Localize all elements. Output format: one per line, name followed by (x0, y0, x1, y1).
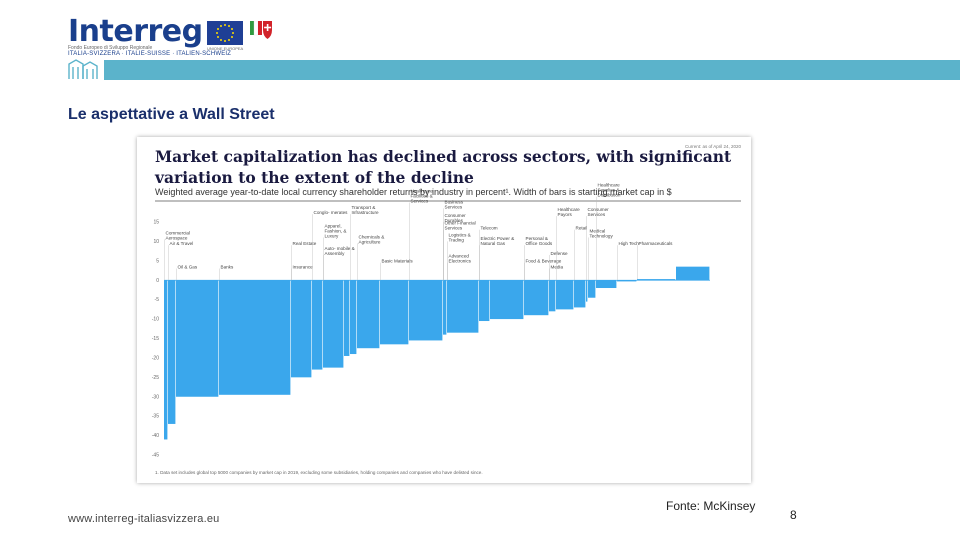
category-label: Banks (221, 265, 234, 270)
chart-bar (596, 280, 617, 289)
y-tick-label: -15 (152, 336, 159, 342)
page-number: 8 (790, 508, 797, 522)
chart-bar (524, 280, 549, 316)
y-tick-label: 0 (156, 278, 159, 284)
category-label: Chemicals & Agriculture (359, 234, 385, 244)
category-label: Advanced Electronics (449, 254, 472, 264)
chart-bar (344, 280, 350, 356)
eu-flag-icon (207, 21, 243, 45)
category-label: Medical Technology (590, 228, 614, 238)
y-tick-label: 15 (153, 220, 159, 226)
chart-bar (490, 280, 524, 320)
category-label: Basic Materials (382, 259, 414, 264)
category-label: ConsumerServices (588, 207, 610, 217)
chart-bar (168, 280, 176, 424)
chart-image: Current: as of April 24, 2020 Market cap… (137, 137, 751, 483)
chart-bar (617, 280, 637, 282)
chart-bar (291, 280, 312, 378)
category-label: Retail (576, 226, 588, 231)
category-label: Other Financial Services (445, 221, 476, 231)
chart-bar (637, 279, 676, 281)
category-label: Defense (551, 251, 569, 256)
chart-bar (574, 280, 586, 308)
chart-bar (676, 266, 710, 281)
chart-title-line1: Market capitalization has declined acros… (155, 147, 732, 166)
chart-bar (357, 280, 380, 349)
chart-bar (447, 280, 479, 333)
category-label: Media (551, 265, 564, 270)
category-label: Pharmaceuticals (639, 241, 674, 246)
chart-bar (350, 280, 357, 355)
category-label: Healthcare Payors (558, 207, 581, 217)
building-icon (68, 58, 98, 80)
y-tick-label: -25 (152, 375, 159, 381)
y-tick-label: -20 (152, 355, 159, 361)
category-label: Telecom (481, 226, 498, 231)
category-label: Apparel, Fashion, & Luxury (325, 223, 347, 238)
chart-bar (323, 280, 344, 368)
y-tick-label: -45 (152, 453, 159, 459)
website-url: www.interreg-italiasvizzera.eu (68, 513, 220, 525)
logo-subtitle-fund: Fondo Europeo di Sviluppo Regionale (68, 45, 153, 51)
chart-bar (176, 280, 219, 397)
chart-bar (380, 280, 409, 345)
category-label: Consumer Durables (445, 213, 467, 223)
category-label: Auto- mobile & Assembly (325, 246, 355, 256)
y-tick-label: -35 (152, 414, 159, 420)
category-label: Logistics & Trading (449, 232, 471, 242)
y-tick-label: -5 (155, 297, 160, 303)
chart-bar (443, 280, 447, 335)
category-label: High Tech (619, 241, 640, 246)
chart-bar (556, 280, 574, 310)
chart-subtitle: Weighted average year-to-date local curr… (155, 187, 672, 197)
chart-bar (409, 280, 443, 341)
chart-date-note: Current: as of April 24, 2020 (685, 144, 742, 149)
category-label: Personal & Office Goods (526, 236, 553, 246)
category-label: Air & Travel (170, 241, 194, 246)
market-cap-chart: Current: as of April 24, 2020 Market cap… (152, 144, 742, 475)
chart-bar (586, 280, 588, 302)
category-label: Healthcare Facilities & Services (411, 189, 434, 204)
chart-bar (549, 280, 556, 312)
interreg-logo: Interreg UNIONE EUROPEA Fondo Europeo di… (68, 14, 278, 60)
category-label: Real Estate (293, 241, 317, 246)
y-tick-label: 10 (153, 239, 159, 245)
eu-caption: UNIONE EUROPEA (207, 46, 244, 51)
chart-footnote: 1. Data set includes global top 5000 com… (155, 470, 483, 475)
chart-bar (219, 280, 291, 395)
logo-wordmark: Interreg (68, 14, 203, 49)
category-label: Electric Power & Natural Gas (481, 236, 515, 246)
y-tick-label: -30 (152, 394, 159, 400)
slide-title: Le aspettative a Wall Street (68, 106, 275, 123)
chart-bar (588, 280, 596, 298)
y-tick-label: -10 (152, 317, 159, 323)
category-label: Healthcare Supplies & Distribution (598, 183, 621, 198)
category-label: Conglo- merates (314, 210, 349, 215)
chart-bar (479, 280, 490, 322)
logo-subtitle-programme: ITALIA-SVIZZERA · ITALIE-SUISSE · ITALIE… (68, 51, 232, 57)
header-band (104, 60, 960, 80)
category-label: Food & Beverage (526, 259, 562, 264)
source-note: Fonte: McKinsey (666, 499, 756, 513)
y-tick-label: -40 (152, 433, 159, 439)
italy-switzerland-flags-icon (250, 20, 272, 45)
category-label: Commercial Aerospace (166, 230, 191, 240)
category-label: Transport & Infrastructure (352, 205, 380, 215)
category-label: Insurance (293, 265, 314, 270)
chart-bar (312, 280, 323, 370)
category-label: Business Services (445, 199, 464, 209)
chart-title-line2: variation to the extent of the decline (154, 168, 474, 187)
y-tick-label: 5 (156, 258, 159, 264)
category-label: Oil & Gas (178, 265, 198, 270)
chart-bar (164, 280, 168, 440)
